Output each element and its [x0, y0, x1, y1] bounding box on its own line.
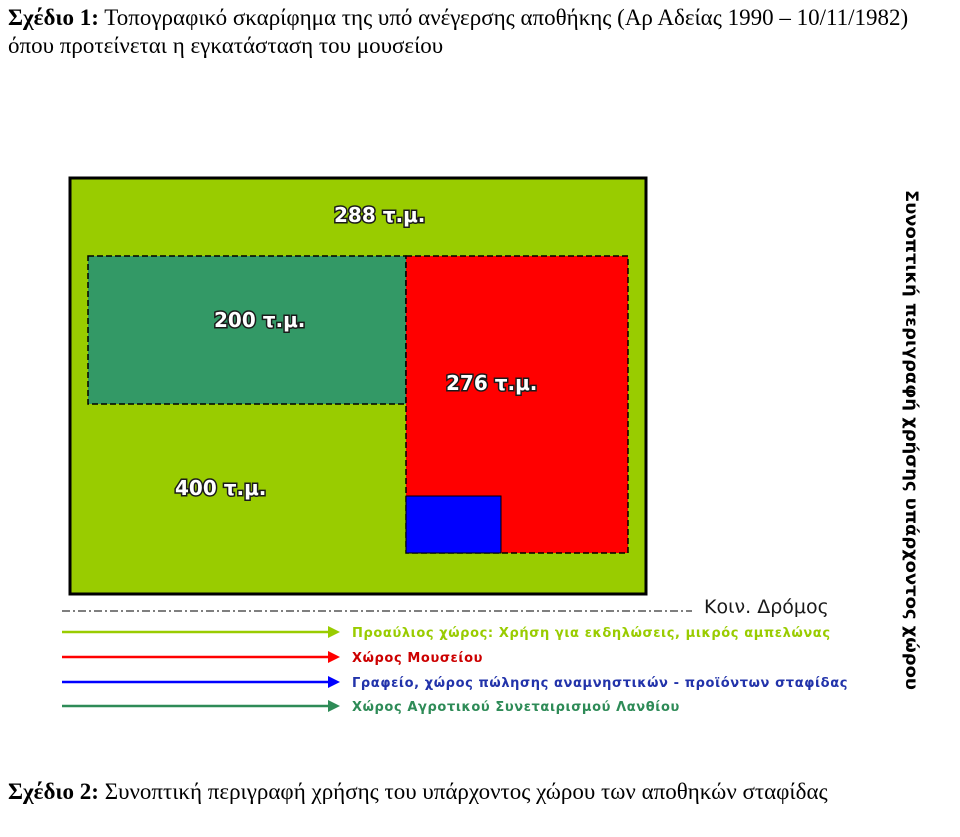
legend-text-courtyard: Προαύλιος χώρος: Χρήση για εκδηλώσεις, μ… — [352, 626, 831, 641]
total-area-label: 400 τ.μ. — [175, 476, 266, 500]
office-area — [405, 495, 502, 554]
legend-item-courtyard: Προαύλιος χώρος: Χρήση για εκδηλώσεις, μ… — [62, 626, 831, 641]
cooperative-area-label: 200 τ.μ. — [214, 308, 305, 332]
courtyard-area-label: 288 τ.μ. — [334, 203, 425, 227]
road-label: Κοιν. Δρόμος — [704, 596, 829, 618]
caption-bottom: Σχέδιο 2: Συνοπτική περιγραφή χρήσης του… — [8, 778, 948, 806]
legend-item-cooperative: Χώρος Αγροτικού Συνεταιρισμού Λανθίου — [62, 700, 680, 715]
caption-bottom-text: Συνοπτική περιγραφή χρήσης του υπάρχοντο… — [98, 779, 828, 804]
legend-text-office: Γραφείο, χώρος πώλησης αναμνηστικών - πρ… — [352, 676, 848, 691]
legend-item-museum: Χώρος Μουσείου — [62, 651, 483, 666]
cooperative-area — [87, 255, 407, 405]
museum-area-label: 276 τ.μ. — [446, 371, 537, 395]
arrow-head-icon — [328, 700, 340, 712]
caption-top-text: Τοπογραφικό σκαρίφημα της υπό ανέγερσης … — [8, 5, 909, 58]
legend-text-cooperative: Χώρος Αγροτικού Συνεταιρισμού Λανθίου — [352, 700, 680, 715]
arrow-head-icon — [328, 626, 340, 638]
legend-text-museum: Χώρος Μουσείου — [352, 651, 483, 666]
legend: Προαύλιος χώρος: Χρήση για εκδηλώσεις, μ… — [62, 626, 848, 715]
caption-bottom-prefix: Σχέδιο 2: — [8, 779, 99, 804]
arrow-head-icon — [328, 676, 340, 688]
legend-item-office: Γραφείο, χώρος πώλησης αναμνηστικών - πρ… — [62, 676, 848, 691]
caption-top-prefix: Σχέδιο 1: — [8, 5, 99, 30]
side-title: Συνοπτική περιγραφή χρήσης υπάρχοντος χώ… — [901, 190, 921, 690]
caption-top: Σχέδιο 1: Τοπογραφικό σκαρίφημα της υπό … — [8, 4, 948, 60]
arrow-head-icon — [328, 651, 340, 663]
